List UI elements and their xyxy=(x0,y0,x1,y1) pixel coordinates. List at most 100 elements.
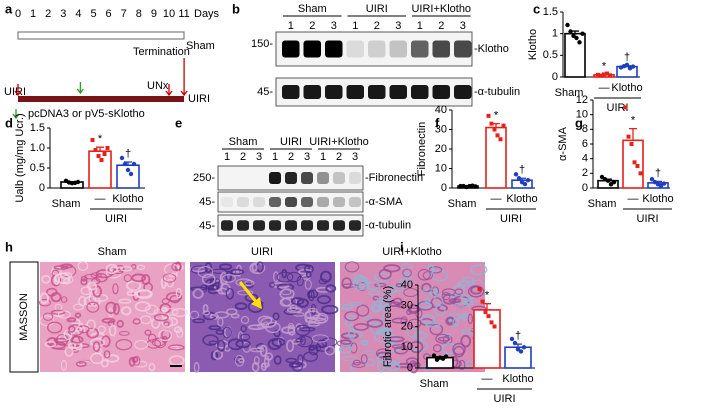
tissue-texture xyxy=(132,318,141,325)
tissue-texture xyxy=(360,339,368,346)
tissue-texture xyxy=(316,312,329,324)
size-marker: 45- xyxy=(199,220,215,232)
uiri-bar xyxy=(18,96,184,102)
data-point xyxy=(131,161,137,167)
tissue-texture xyxy=(190,265,208,274)
data-point xyxy=(498,137,503,142)
data-point xyxy=(489,121,494,126)
tissue-texture xyxy=(273,355,282,365)
tissue-texture xyxy=(160,277,167,289)
tissue-texture xyxy=(120,266,133,272)
lane-number: 3 xyxy=(352,151,358,163)
tissue-texture xyxy=(376,297,384,304)
band-label: -α-tubulin xyxy=(365,219,411,231)
tissue-texture xyxy=(458,359,466,371)
blot-band xyxy=(389,40,407,58)
tissue-texture xyxy=(115,264,125,272)
group-label: UIRI xyxy=(105,213,127,225)
y-axis-label: Fibronectin xyxy=(416,122,428,176)
stain-label: MASSON xyxy=(18,293,30,341)
tissue-texture xyxy=(353,323,369,331)
tissue-texture xyxy=(163,321,170,327)
tissue-texture xyxy=(131,273,147,283)
tissue-texture xyxy=(272,271,279,283)
tissue-texture xyxy=(230,268,245,276)
tissue-texture xyxy=(90,338,106,347)
tissue-texture xyxy=(307,307,318,313)
size-marker: 150- xyxy=(251,38,273,50)
tissue-texture xyxy=(307,322,320,327)
x-tick-label: — xyxy=(628,193,639,205)
tissue-texture xyxy=(381,312,389,325)
size-marker: 45- xyxy=(257,86,273,98)
tissue-texture xyxy=(115,338,133,351)
lane-number: 3 xyxy=(304,151,310,163)
tissue-texture xyxy=(189,310,200,320)
tissue-texture xyxy=(422,288,438,294)
bar xyxy=(564,32,586,78)
panel-label: g xyxy=(575,115,583,130)
termination-label: Termination xyxy=(133,46,190,58)
tissue-texture xyxy=(92,341,101,353)
tissue-texture xyxy=(315,286,332,293)
tissue-texture xyxy=(175,287,182,299)
tissue-texture xyxy=(192,288,204,299)
sham-label: Sham xyxy=(186,40,215,52)
significance-mark: * xyxy=(98,133,103,145)
tissue-texture xyxy=(366,318,384,328)
tissue-texture xyxy=(296,275,304,287)
tissue-texture xyxy=(202,310,211,316)
y-tick-label: 0 xyxy=(582,182,588,194)
blot-band xyxy=(282,40,300,58)
tissue-texture xyxy=(280,289,292,296)
x-tick-label: Klotho xyxy=(112,193,143,205)
tissue-texture xyxy=(437,336,451,342)
tissue-texture xyxy=(264,321,281,334)
tissue-texture xyxy=(74,312,82,319)
data-point xyxy=(495,133,500,138)
tissue-texture xyxy=(324,345,336,356)
tissue-texture xyxy=(58,274,74,285)
tissue-texture xyxy=(290,297,305,306)
tissue-texture xyxy=(347,328,356,340)
x-tick-label: Klotho xyxy=(506,193,537,205)
tissue-texture xyxy=(325,284,337,293)
tissue-texture xyxy=(240,325,247,333)
tissue-texture xyxy=(263,355,270,368)
tissue-texture xyxy=(315,345,330,352)
tissue-texture xyxy=(66,317,77,323)
significance-mark: † xyxy=(125,148,131,160)
panel-label: e xyxy=(175,115,182,130)
data-point xyxy=(580,31,585,36)
tissue-texture xyxy=(291,361,303,372)
blot-band xyxy=(285,220,297,231)
tissue-texture xyxy=(321,304,339,315)
tissue-texture xyxy=(171,262,182,272)
data-point xyxy=(102,152,107,156)
tissue-texture xyxy=(74,341,83,351)
band-label: -Klotho xyxy=(474,43,509,55)
group-label: UIRI xyxy=(500,213,522,225)
blot-band xyxy=(349,197,361,207)
x-tick-label: Sham xyxy=(555,87,584,99)
tissue-texture xyxy=(362,350,376,356)
tissue-texture xyxy=(454,302,470,307)
y-tick-label: 40 xyxy=(401,279,413,291)
tissue-texture xyxy=(432,344,442,353)
y-axis-label: α-SMA xyxy=(557,126,569,161)
tissue-texture xyxy=(86,319,96,331)
tissue-texture xyxy=(341,303,354,310)
y-tick-label: 0 xyxy=(441,182,447,194)
data-point xyxy=(122,161,128,167)
tissue-texture xyxy=(424,297,431,304)
tissue-texture xyxy=(247,324,266,331)
data-point xyxy=(525,178,531,183)
data-point xyxy=(473,184,478,189)
y-tick-label: 0.5 xyxy=(30,162,45,174)
lane-number: 1 xyxy=(320,151,326,163)
tissue-texture xyxy=(272,312,280,321)
uiri-label: UIRI xyxy=(188,93,210,105)
tissue-texture xyxy=(383,264,401,273)
blot-band xyxy=(303,40,321,58)
tissue-texture xyxy=(276,271,294,283)
